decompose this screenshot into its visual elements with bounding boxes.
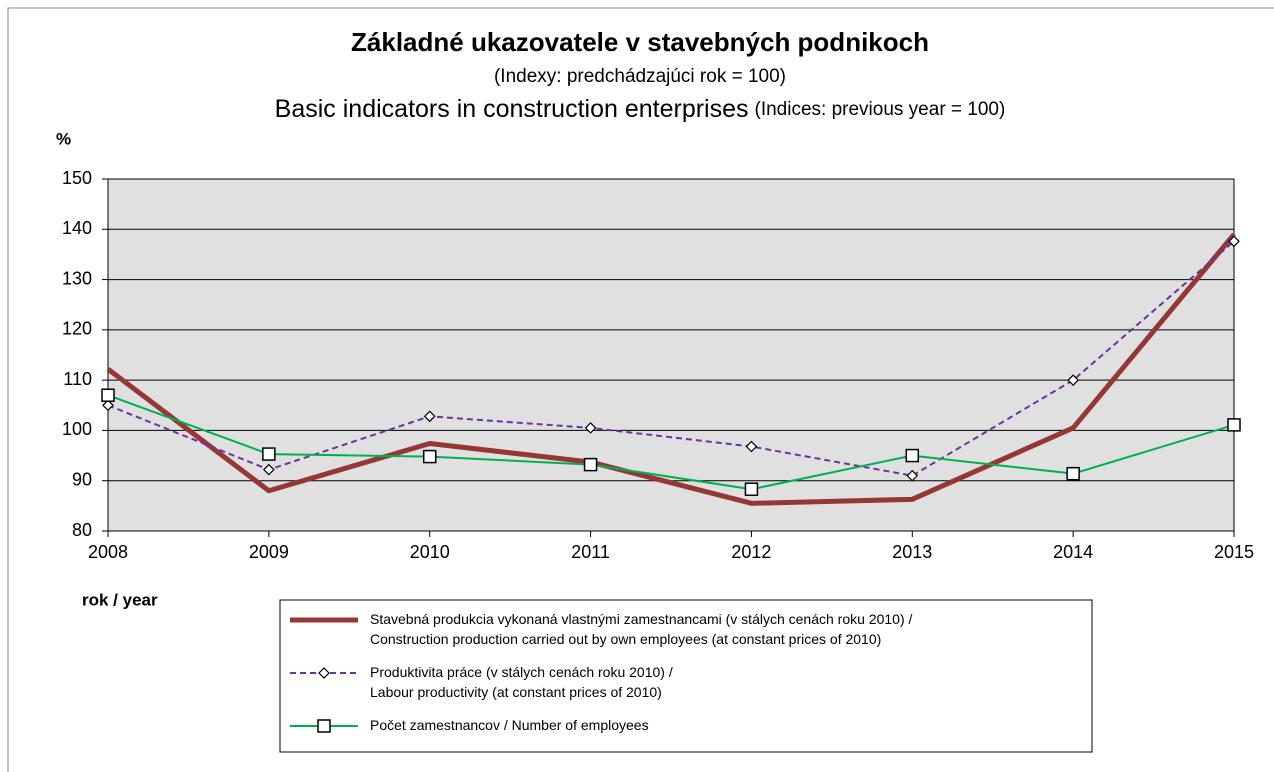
- y-tick-label: 140: [62, 218, 92, 238]
- plot-border: [107, 178, 1235, 532]
- legend-box: [279, 599, 1093, 753]
- marker: [906, 469, 919, 482]
- series-line: [106, 232, 1236, 506]
- legend-label: Počet zamestnancov / Number of employees: [370, 717, 649, 733]
- marker: [905, 448, 920, 463]
- legend-label-line: Počet zamestnancov / Number of employees: [370, 717, 649, 733]
- legend-label-line: Stavebná produkcia vykonaná vlastnými za…: [370, 611, 912, 627]
- y-tick-label: 150: [62, 168, 92, 188]
- y-tick-label: 80: [72, 520, 92, 540]
- x-tick-label: 2008: [88, 542, 128, 562]
- x-tick-label: 2012: [731, 542, 771, 562]
- marker: [583, 457, 598, 472]
- marker: [1066, 466, 1080, 481]
- marker: [423, 410, 436, 423]
- series-line: [107, 240, 1235, 477]
- x-tick-label: 2014: [1053, 542, 1093, 562]
- chart-title-en: Basic indicators in construction enterpr…: [275, 95, 1006, 123]
- x-tick-label: 2009: [249, 542, 289, 562]
- plot-area: [108, 179, 1234, 531]
- y-tick-label: 120: [62, 319, 92, 339]
- series-line: [107, 394, 1235, 491]
- x-tick-label: 2011: [571, 542, 610, 562]
- x-tick-label: 2013: [892, 542, 932, 562]
- y-axis-label: %: [56, 129, 71, 148]
- marker: [317, 719, 331, 733]
- marker: [262, 447, 276, 461]
- y-tick-label: 130: [62, 268, 92, 288]
- x-tick-label: 2015: [1214, 542, 1254, 562]
- marker: [745, 440, 758, 453]
- legend-label-line: Produktivita práce (v stálych cenách rok…: [370, 664, 673, 680]
- chart-subtitle: (Indexy: predchádzajúci rok = 100): [494, 66, 786, 87]
- marker: [318, 667, 330, 679]
- x-tick-label: 2010: [410, 542, 450, 562]
- marker: [263, 463, 275, 476]
- chart-title: Základné ukazovatele v stavebných podnik…: [351, 27, 929, 57]
- subtitle-en: (Indices: previous year = 100): [755, 99, 1006, 120]
- legend-label: Produktivita práce (v stálych cenách rok…: [370, 664, 673, 700]
- legend-label-line: Construction production carried out by o…: [370, 631, 881, 647]
- marker: [1067, 374, 1079, 386]
- marker: [1227, 418, 1241, 432]
- marker: [422, 449, 437, 464]
- y-tick-label: 100: [62, 419, 92, 439]
- marker: [102, 399, 114, 412]
- title-en: Basic indicators in construction enterpr…: [275, 95, 749, 123]
- y-tick-label: 110: [63, 369, 92, 389]
- legend-label: Stavebná produkcia vykonaná vlastnými za…: [370, 611, 912, 647]
- marker: [1228, 235, 1240, 248]
- marker: [101, 388, 115, 402]
- x-axis-label: rok / year: [82, 590, 158, 609]
- legend-label-line: Labour productivity (at constant prices …: [370, 684, 662, 700]
- marker: [744, 482, 759, 497]
- marker: [584, 422, 597, 434]
- y-tick-label: 90: [72, 469, 92, 489]
